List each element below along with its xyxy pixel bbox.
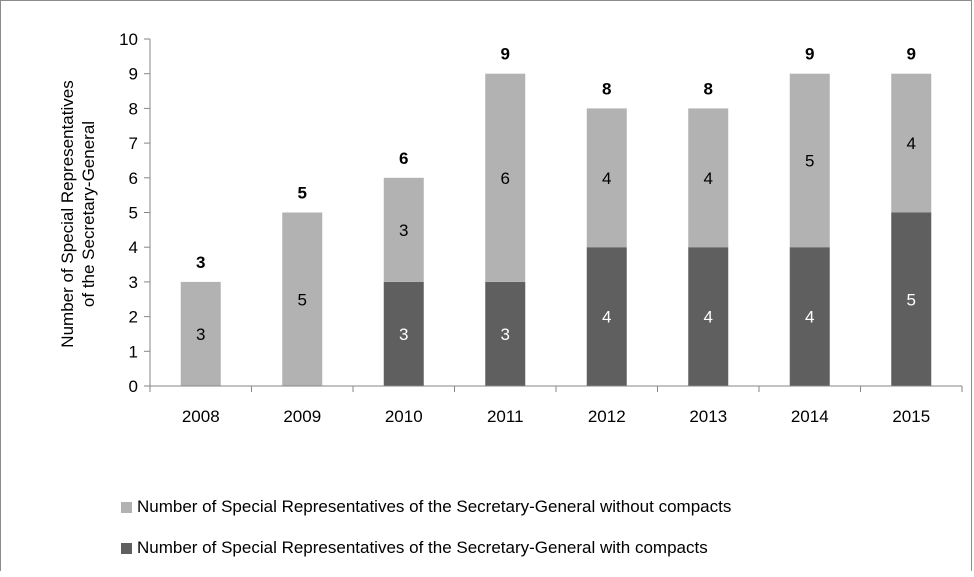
total-label: 8 xyxy=(602,79,611,98)
y-axis-title-line-1: Number of Special Representatives xyxy=(58,80,77,347)
data-label-with-compacts: 5 xyxy=(907,290,916,309)
data-label-with-compacts: 3 xyxy=(501,325,510,344)
bar-segment-without-compacts xyxy=(891,73,932,213)
data-label-with-compacts: 4 xyxy=(704,308,713,327)
bar-segment-without-compacts xyxy=(383,177,424,282)
bar-segment-with-compacts xyxy=(586,247,627,386)
legend-swatch-without-compacts xyxy=(121,501,132,513)
x-tick-label: 2011 xyxy=(487,407,524,426)
x-axis: 2008 2009 2010 2011 2012 2013 2014 2015 xyxy=(149,385,963,426)
y-tick-label: 10 xyxy=(119,30,138,49)
bar-segment-with-compacts xyxy=(383,281,424,386)
bar-segment-without-compacts xyxy=(485,73,526,282)
legend-swatch-with-compacts xyxy=(121,542,132,554)
legend-label-with-compacts: Number of Special Representatives of the… xyxy=(137,538,708,557)
bars: 3 3 5 5 3 3 6 3 6 9 4 4 8 4 4 8 4 5 9 5 4 9 xyxy=(180,45,932,386)
bar-segment-without-compacts xyxy=(688,108,729,248)
y-tick-label: 2 xyxy=(129,308,138,327)
x-tick-label: 2015 xyxy=(892,407,930,426)
total-label: 5 xyxy=(298,184,307,203)
data-label-without-compacts: 5 xyxy=(298,290,307,309)
x-tick-label: 2008 xyxy=(182,407,220,426)
data-label-with-compacts: 4 xyxy=(602,308,611,327)
x-tick-label: 2014 xyxy=(791,407,829,426)
y-axis: 0 1 2 3 4 5 6 7 8 9 10 xyxy=(119,30,151,396)
data-label-without-compacts: 4 xyxy=(704,169,713,188)
data-label-without-compacts: 4 xyxy=(907,134,916,153)
total-label: 9 xyxy=(501,45,510,64)
total-label: 3 xyxy=(196,253,205,272)
data-label-without-compacts: 3 xyxy=(399,221,408,240)
data-label-without-compacts: 5 xyxy=(805,151,814,170)
bar-segment-with-compacts xyxy=(485,281,526,386)
y-axis-title: Number of Special Representatives of the… xyxy=(58,80,98,347)
y-tick-label: 4 xyxy=(129,238,138,257)
y-tick-label: 0 xyxy=(129,377,138,396)
data-label-without-compacts: 6 xyxy=(501,169,510,188)
y-tick-label: 8 xyxy=(129,99,138,118)
bar-segment-with-compacts xyxy=(891,212,932,386)
x-tick-label: 2013 xyxy=(689,407,727,426)
data-label-without-compacts: 4 xyxy=(602,169,611,188)
data-label-without-compacts: 3 xyxy=(196,325,205,344)
data-label-with-compacts: 3 xyxy=(399,325,408,344)
total-label: 6 xyxy=(399,149,408,168)
bar-segment-without-compacts xyxy=(586,108,627,248)
y-tick-label: 1 xyxy=(129,342,138,361)
x-tick-label: 2012 xyxy=(588,407,626,426)
legend-item-without-compacts: Number of Special Representatives of the… xyxy=(121,497,731,517)
bar-segment-without-compacts xyxy=(282,212,323,386)
bar-segment-with-compacts xyxy=(688,247,729,386)
bar-segment-without-compacts xyxy=(180,281,221,386)
y-axis-title-line-2: of the Secretary-General xyxy=(79,121,98,307)
x-tick-label: 2009 xyxy=(283,407,321,426)
y-tick-label: 5 xyxy=(129,204,138,223)
y-tick-label: 7 xyxy=(129,134,138,153)
legend-label-without-compacts: Number of Special Representatives of the… xyxy=(137,497,732,516)
data-label-with-compacts: 4 xyxy=(805,308,814,327)
bar-segment-with-compacts xyxy=(789,247,830,386)
total-label: 8 xyxy=(704,79,713,98)
y-tick-label: 3 xyxy=(129,273,138,292)
y-tick-label: 9 xyxy=(129,65,138,84)
y-tick-label: 6 xyxy=(129,169,138,188)
total-label: 9 xyxy=(805,45,814,64)
legend-item-with-compacts: Number of Special Representatives of the… xyxy=(121,538,708,558)
bar-segment-without-compacts xyxy=(789,73,830,248)
x-tick-label: 2010 xyxy=(385,407,423,426)
total-label: 9 xyxy=(907,45,916,64)
